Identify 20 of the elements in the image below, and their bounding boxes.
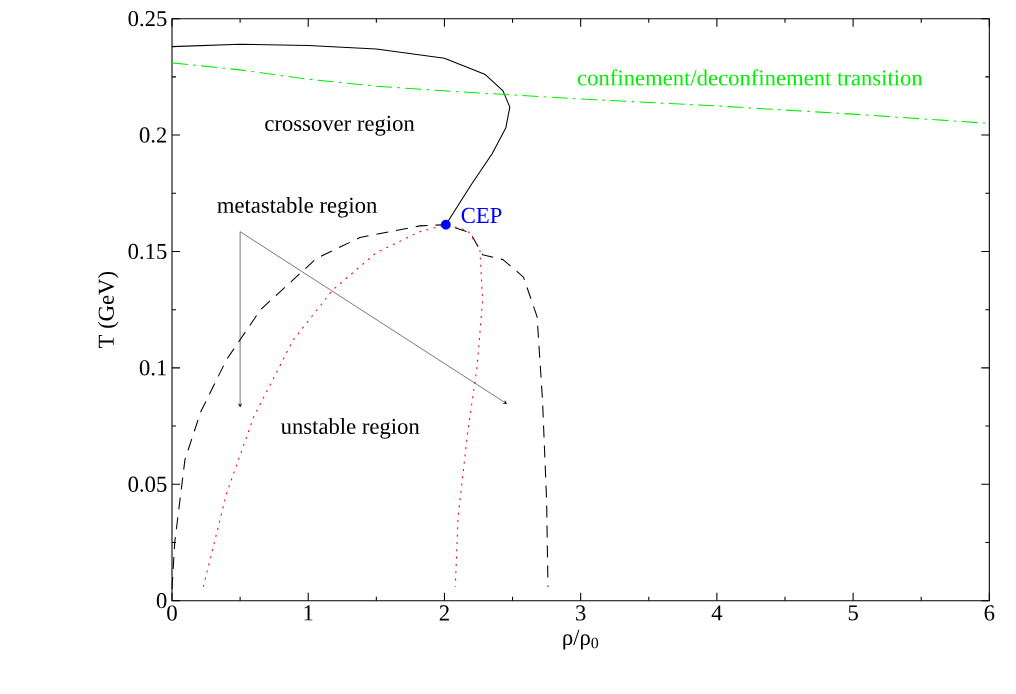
x-tick-label: 5 bbox=[848, 605, 858, 621]
x-tick-label: 1 bbox=[304, 605, 313, 621]
annotation: unstable region bbox=[280, 418, 420, 439]
x-tick-label: 2 bbox=[439, 605, 449, 621]
x-tick-label: 6 bbox=[984, 605, 995, 621]
y-tick-label: 0.15 bbox=[128, 243, 167, 260]
y-tick-label: 0.2 bbox=[139, 127, 167, 143]
annotation: metastable region bbox=[217, 196, 377, 218]
x-axis-title: ρ/ρ$_{0}$ bbox=[563, 629, 599, 650]
x-tick-label: 4 bbox=[711, 605, 723, 621]
y-tick-label: 0.1 bbox=[139, 360, 166, 376]
annotation: CEP bbox=[461, 207, 502, 224]
y-axis-title: T (GeV) bbox=[97, 271, 119, 348]
y-tick-label: 0.25 bbox=[128, 10, 167, 27]
y-tick-label: 0.05 bbox=[128, 476, 167, 492]
annotation: confinement/deconfinement transition bbox=[577, 69, 923, 86]
y-tick-label: 0 bbox=[156, 593, 167, 609]
x-tick-label: 0 bbox=[167, 605, 177, 621]
annotation: crossover region bbox=[265, 115, 415, 136]
x-tick-label: 3 bbox=[576, 605, 586, 621]
